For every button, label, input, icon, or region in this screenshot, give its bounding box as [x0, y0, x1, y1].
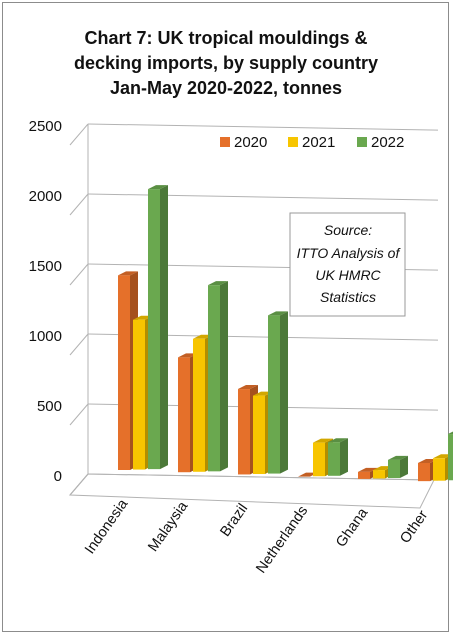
bar-top [118, 271, 138, 276]
bar-side [160, 185, 168, 470]
bar-front [388, 459, 400, 479]
source-line-3: UK HMRC [315, 267, 381, 283]
bar-front [253, 395, 265, 475]
bar-side [340, 438, 348, 476]
bar-top [148, 185, 168, 190]
bar-side [220, 281, 228, 472]
gridline-side-1500 [69, 263, 89, 286]
bar-side [400, 455, 408, 479]
source-line-2: ITTO Analysis of [297, 245, 402, 261]
category-group-ghana [358, 455, 408, 479]
title-line-3: Jan-May 2020-2022, tonnes [110, 78, 342, 98]
gridline-side-0 [69, 473, 89, 496]
bar-front [208, 285, 220, 472]
bar-top [313, 438, 333, 443]
bar-2022-malaysia [208, 281, 228, 472]
y-tick-label: 0 [54, 468, 62, 485]
legend-label: 2021 [302, 134, 335, 151]
legend-swatch [288, 137, 298, 147]
gridline-0 [87, 473, 439, 481]
x-category-label: Other [397, 507, 431, 546]
category-group-netherlands [298, 438, 348, 477]
bar-top [328, 438, 348, 443]
bar-front [178, 357, 190, 473]
source-annotation: Source: ITTO Analysis of UK HMRC Statist… [289, 212, 406, 317]
x-axis-category-labels: Indonesia Malaysia Brazil Netherlands Ghana O… [82, 496, 431, 577]
category-group-brazil [238, 311, 288, 475]
bar-front [268, 315, 280, 474]
category-group-malaysia [178, 281, 228, 473]
legend-item-2022: 2022 [357, 134, 404, 151]
bar-front [238, 389, 250, 475]
legend-item-2020: 2020 [220, 134, 267, 151]
bar-front [118, 275, 130, 470]
y-axis-tick-labels: 0 500 1000 1500 2000 2500 [29, 118, 62, 485]
y-tick-label: 2500 [29, 118, 62, 135]
bar-front [328, 442, 340, 476]
x-category-label: Indonesia [82, 496, 132, 557]
x-category-label: Netherlands [253, 503, 311, 576]
bar-front [133, 319, 145, 470]
source-line-1: Source: [324, 222, 372, 238]
bar-front [313, 442, 325, 477]
gridline-side-2000 [69, 193, 89, 216]
y-tick-label: 1500 [29, 258, 62, 275]
chart-title: Chart 7: UK tropical mouldings & decking… [74, 28, 378, 98]
bar-2022-other [448, 431, 453, 481]
x-category-label: Malaysia [145, 498, 191, 555]
title-line-1: Chart 7: UK tropical mouldings & [84, 28, 367, 48]
bar-top [238, 385, 258, 390]
x-category-label: Brazil [217, 501, 251, 540]
bar-front [373, 470, 385, 479]
legend-swatch [357, 137, 367, 147]
category-group-indonesia [118, 185, 168, 470]
source-line-4: Statistics [320, 289, 376, 305]
gridline-2000 [87, 193, 439, 201]
legend-label: 2022 [371, 134, 404, 151]
legend-swatch [220, 137, 230, 147]
y-tick-label: 500 [37, 398, 62, 415]
bar-top [448, 431, 453, 435]
bars [118, 185, 453, 482]
category-group-other [418, 431, 453, 482]
bar-top [268, 311, 288, 316]
gridline-side-500 [69, 403, 89, 426]
bar-top [358, 467, 378, 472]
legend-label: 2020 [234, 134, 267, 151]
bar-front [193, 338, 205, 472]
bar-front [148, 189, 160, 470]
bar-2022-netherlands [328, 438, 348, 476]
y-tick-label: 2000 [29, 188, 62, 205]
gridline-2500 [87, 123, 439, 131]
source-box-border [289, 212, 406, 317]
x-category-label: Ghana [333, 505, 372, 551]
bar-front [418, 462, 430, 482]
bar-front [448, 434, 453, 481]
legend-item-2021: 2021 [288, 134, 335, 151]
title-line-2: decking imports, by supply country [74, 53, 378, 73]
legend: 2020 2021 2022 [220, 134, 404, 151]
bar-front [433, 458, 445, 481]
bar-front [358, 471, 370, 479]
bar-2022-ghana [388, 455, 408, 479]
bar-top [388, 455, 408, 460]
bar-top [208, 281, 228, 286]
bar-2022-indonesia [148, 185, 168, 470]
bar-side [280, 311, 288, 474]
y-tick-label: 1000 [29, 328, 62, 345]
bar-2022-brazil [268, 311, 288, 474]
gridline-side-2500 [69, 123, 89, 146]
gridline-side-1000 [69, 333, 89, 356]
